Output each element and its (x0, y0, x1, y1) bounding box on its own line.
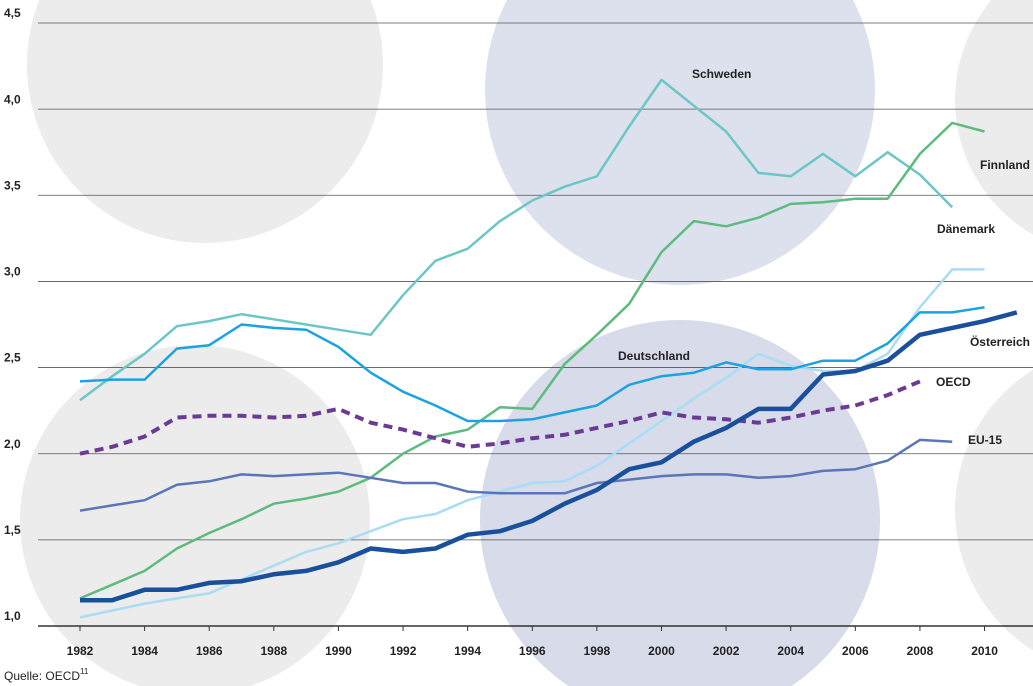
x-tick-label: 1988 (260, 644, 287, 658)
x-tick-label: 1986 (196, 644, 223, 658)
series-label: Deutschland (618, 349, 690, 363)
y-tick-label: 1,5 (4, 523, 21, 537)
x-tick-label: 1982 (67, 644, 94, 658)
x-tick-label: 2006 (842, 644, 869, 658)
x-tick-label: 1994 (454, 644, 481, 658)
series-label: Schweden (692, 67, 751, 81)
source-footnote: 11 (80, 667, 89, 676)
background-decoration (20, 0, 1033, 686)
series-line (79, 121, 985, 600)
x-tick-label: 1990 (325, 644, 352, 658)
series-line (79, 268, 985, 619)
series-line (79, 438, 953, 512)
y-tick-label: 3,5 (4, 178, 21, 192)
source: Quelle: OECD11 (4, 667, 89, 683)
series-label: OECD (936, 375, 971, 389)
series-label: Österreich (970, 334, 1030, 349)
y-tick-label: 1,0 (4, 609, 21, 623)
series-line (79, 306, 985, 423)
series-label: Dänemark (937, 222, 995, 236)
series-line (79, 78, 954, 402)
x-tick-label: 2000 (648, 644, 675, 658)
series-label: EU-15 (968, 433, 1002, 447)
lines (79, 78, 1018, 619)
y-tick-label: 2,5 (4, 351, 21, 365)
x-tick-label: 1992 (390, 644, 417, 658)
y-tick-label: 3,0 (4, 265, 21, 279)
y-tick-label: 4,5 (4, 6, 21, 20)
x-tick-label: 2008 (907, 644, 934, 658)
x-tick-label: 1996 (519, 644, 546, 658)
x-tick-label: 2010 (971, 644, 998, 658)
labels: 1,0 1,5 2,0 2,5 3,0 3,5 4,0 4,5 1982 1984 1986 1988… (4, 6, 1030, 658)
x-tick-label: 2002 (713, 644, 740, 658)
source-text: Quelle: OECD (4, 669, 80, 683)
x-tick-label: 2004 (777, 644, 804, 658)
series-line (80, 310, 1018, 603)
x-tick-label: 1998 (584, 644, 611, 658)
y-tick-label: 4,0 (4, 92, 21, 106)
x-tick-label: 1984 (131, 644, 158, 658)
series-label: Finnland (980, 158, 1030, 172)
y-tick-label: 2,0 (4, 437, 21, 451)
